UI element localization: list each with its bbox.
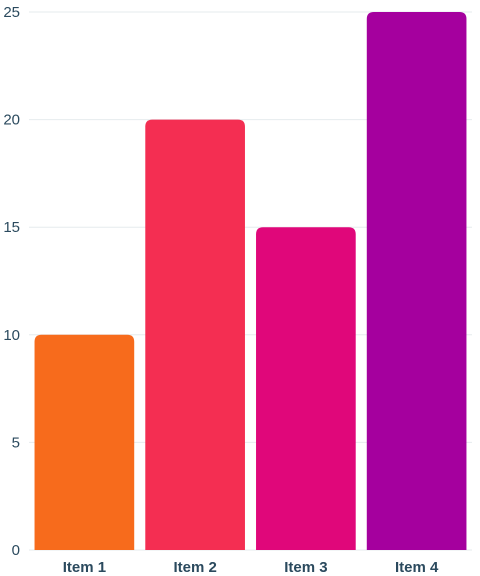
bar-item-1 <box>34 334 135 550</box>
x-tick-label: Item 1 <box>63 559 106 576</box>
y-tick-label: 10 <box>3 327 20 344</box>
bar-item-3 <box>256 227 356 550</box>
y-axis-ticks: 0 5 10 15 20 25 <box>3 4 20 559</box>
bar-item-4 <box>366 12 467 550</box>
x-tick-label: Item 4 <box>395 559 439 576</box>
x-tick-label: Item 3 <box>284 559 327 576</box>
x-tick-label: Item 2 <box>173 559 216 576</box>
y-tick-label: 15 <box>3 219 20 236</box>
bars <box>34 12 467 550</box>
x-axis-ticks: Item 1 Item 2 Item 3 Item 4 <box>63 559 439 576</box>
bar-item-2 <box>145 119 245 550</box>
y-tick-label: 5 <box>12 434 20 451</box>
y-tick-label: 25 <box>3 4 20 21</box>
y-tick-label: 0 <box>12 542 20 559</box>
y-tick-label: 20 <box>3 112 20 129</box>
